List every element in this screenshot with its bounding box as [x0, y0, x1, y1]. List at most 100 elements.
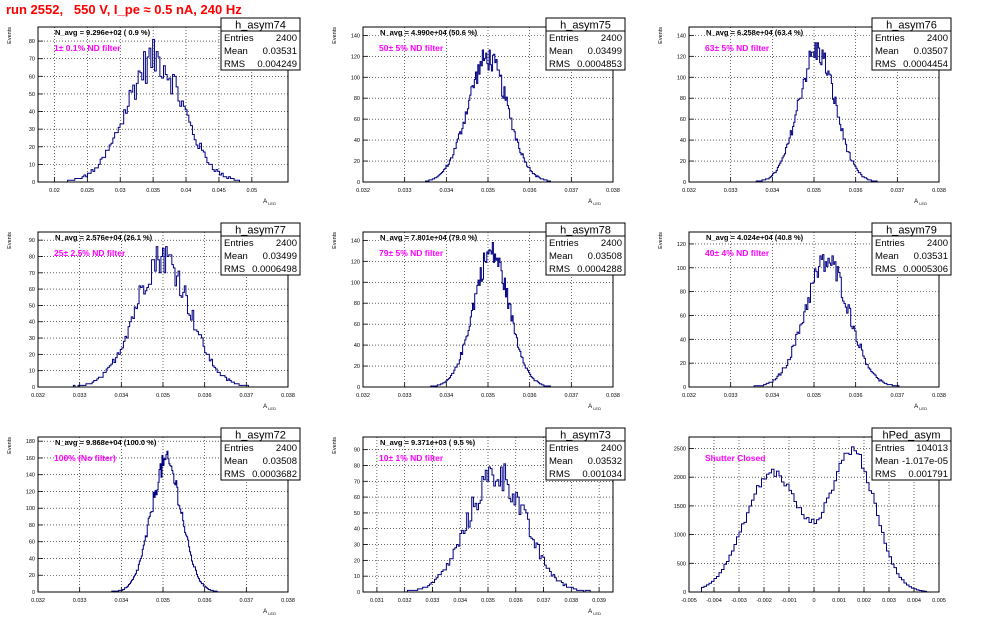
filter-label: 40± 4% ND filter — [705, 248, 770, 258]
histogram-series — [108, 450, 218, 593]
stats-value: 0.03499 — [588, 46, 622, 57]
stats-value: 0.03531 — [263, 46, 297, 57]
plot-frame — [37, 26, 289, 183]
x-tick-label: 0.032 — [31, 598, 45, 604]
x-tick-label: 0.037 — [239, 598, 253, 604]
x-tick-label: 0.035 — [481, 393, 495, 399]
x-tick-label: 0.001 — [832, 598, 846, 604]
n-avg-label: N_avg = 9.868e+04 (100.0 %) — [55, 438, 157, 447]
y-tick-label: 40 — [354, 138, 360, 144]
stats-key: Entries — [549, 443, 579, 454]
x-tick-label: 0.003 — [882, 598, 896, 604]
y-tick-label: 180 — [26, 439, 35, 445]
histogram-panel: 0.032 0.033 0.034 0.035 0.036 0.037 0.038 0 20 40… — [658, 17, 952, 206]
stats-value: 2400 — [601, 443, 622, 454]
stats-value: 0.0006498 — [252, 264, 297, 275]
x-axis-title: A LED — [588, 404, 601, 411]
stats-box-frame — [545, 17, 626, 71]
x-axis-title: A LED — [263, 199, 276, 206]
x-tick-label: 0.036 — [849, 188, 863, 194]
n-avg-label: N_avg = 2.576e+04 (26.1 %) — [55, 233, 153, 242]
stats-value: 2400 — [601, 33, 622, 44]
y-tick-label: 140 — [351, 238, 360, 244]
y-tick-label: 100 — [677, 75, 686, 81]
stats-value: 0.001034 — [582, 469, 622, 480]
x-tick-label: 0.045 — [212, 188, 226, 194]
stats-key: Mean — [875, 456, 899, 467]
y-tick-label: 90 — [354, 448, 360, 454]
stats-value: 0.0004288 — [577, 264, 622, 275]
y-tick-label: 60 — [29, 287, 35, 293]
y-axis-title: Events — [332, 437, 338, 454]
x-tick-label: 0.033 — [724, 188, 738, 194]
x-tick-label: 0.034 — [114, 598, 128, 604]
x-axis-title: A LED — [588, 199, 601, 206]
x-tick-label: 0.034 — [765, 393, 779, 399]
x-tick-label: 0 — [812, 598, 815, 604]
stats-key: Mean — [875, 46, 899, 57]
stats-key: Entries — [875, 443, 905, 454]
y-tick-label: 0 — [32, 590, 35, 596]
y-tick-label: 0 — [32, 385, 35, 391]
y-tick-label: 40 — [354, 527, 360, 533]
y-tick-label: 500 — [677, 561, 686, 567]
y-tick-label: 40 — [29, 320, 35, 326]
x-tick-label: 0.035 — [807, 188, 821, 194]
stats-key: RMS — [224, 264, 245, 275]
n-avg-label: N_avg = 7.801e+04 (79.0 %) — [380, 233, 478, 242]
y-tick-label: 80 — [354, 463, 360, 469]
x-tick-label: 0.034 — [114, 393, 128, 399]
stats-key: Mean — [549, 456, 573, 467]
x-tick-label: 0.034 — [765, 188, 779, 194]
y-tick-label: 90 — [29, 238, 35, 244]
x-tick-label: 0.038 — [281, 393, 295, 399]
y-tick-label: 70 — [29, 57, 35, 63]
stats-key: Entries — [224, 443, 254, 454]
x-tick-label: 0.037 — [890, 188, 904, 194]
x-tick-label: 0.032 — [356, 393, 370, 399]
x-tick-label: 0.025 — [80, 188, 94, 194]
x-tick-label: 0.035 — [156, 598, 170, 604]
y-tick-label: 60 — [29, 74, 35, 80]
filter-label: 1± 0.1% ND filter — [54, 43, 121, 53]
y-tick-label: 160 — [26, 456, 35, 462]
x-axis-title: A LED — [588, 609, 601, 616]
y-tick-label: 70 — [29, 271, 35, 277]
y-tick-label: 0 — [357, 180, 360, 186]
stats-key: Mean — [224, 46, 248, 57]
stats-key: Mean — [224, 251, 248, 262]
x-tick-label: 0.037 — [564, 188, 578, 194]
n-avg-label: N_avg = 9.296e+02 ( 0.9 %) — [55, 28, 151, 37]
y-tick-label: 60 — [354, 117, 360, 123]
x-tick-label: 0.036 — [523, 393, 537, 399]
y-axis-title: Events — [658, 232, 664, 249]
y-tick-label: 80 — [354, 96, 360, 102]
histogram-series — [67, 38, 249, 183]
y-tick-label: 40 — [680, 337, 686, 343]
x-tick-label: 0.032 — [682, 393, 696, 399]
x-tick-label: 0.033 — [73, 598, 87, 604]
x-tick-label: 0.035 — [481, 188, 495, 194]
histogram-series — [406, 463, 594, 593]
y-tick-label: 20 — [680, 159, 686, 165]
x-tick-label: 0.032 — [682, 188, 696, 194]
stats-box-frame — [545, 222, 626, 276]
y-tick-label: 80 — [29, 523, 35, 529]
x-tick-label: 0.032 — [398, 598, 412, 604]
stats-value: 2400 — [927, 33, 948, 44]
y-tick-label: 80 — [29, 39, 35, 45]
stats-key: RMS — [549, 469, 570, 480]
y-tick-label: 60 — [354, 322, 360, 328]
y-tick-label: 0 — [357, 590, 360, 596]
x-tick-label: 0.02 — [49, 188, 60, 194]
x-tick-label: 0.002 — [857, 598, 871, 604]
filter-label: 79± 5% ND filter — [379, 248, 444, 258]
x-tick-label: 0.033 — [426, 598, 440, 604]
x-tick-label: 0.038 — [932, 188, 946, 194]
x-tick-label: 0.037 — [239, 393, 253, 399]
stats-value: -1.017e-05 — [902, 456, 948, 467]
